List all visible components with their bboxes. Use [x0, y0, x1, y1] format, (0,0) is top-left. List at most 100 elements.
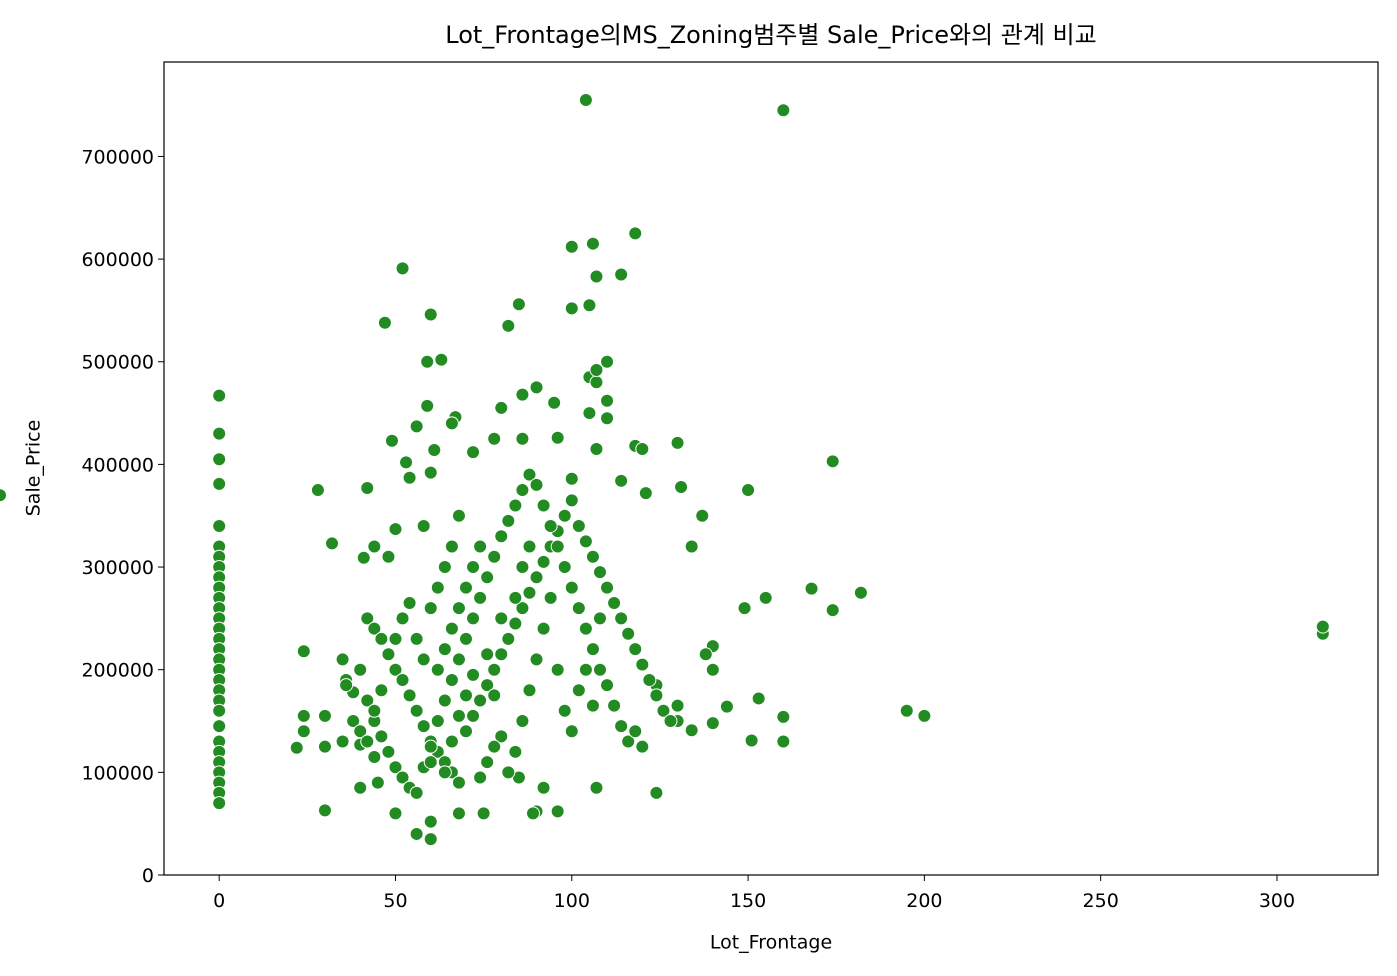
point [402, 470, 417, 485]
point [416, 518, 431, 533]
point [409, 826, 424, 841]
point [550, 804, 565, 819]
point [515, 431, 530, 446]
point [825, 603, 840, 618]
point [543, 590, 558, 605]
x-tick-label: 150 [730, 890, 766, 912]
point [444, 539, 459, 554]
x-tick-label: 100 [554, 890, 590, 912]
point [522, 683, 537, 698]
point [296, 724, 311, 739]
point [367, 539, 382, 554]
x-tick-label: 0 [213, 890, 225, 912]
point [444, 621, 459, 636]
point [614, 719, 629, 734]
point [501, 631, 516, 646]
point [480, 678, 495, 693]
y-tick-label: 200000 [81, 660, 154, 682]
point [430, 580, 445, 595]
y-tick-label: 600000 [81, 249, 154, 271]
point [600, 393, 615, 408]
points [0, 92, 1330, 847]
point [589, 375, 604, 390]
point [430, 662, 445, 677]
chart-title: Lot_Frontage의MS_Zoning범주별 Sale_Price와의 관… [445, 21, 1096, 49]
point [353, 662, 368, 677]
point [451, 806, 466, 821]
point [451, 508, 466, 523]
point [212, 719, 227, 734]
point [409, 631, 424, 646]
point [776, 103, 791, 118]
point [423, 739, 438, 754]
point [423, 755, 438, 770]
point [585, 698, 600, 713]
point [212, 796, 227, 811]
point [444, 734, 459, 749]
point [705, 662, 720, 677]
point [628, 724, 643, 739]
point [508, 498, 523, 513]
point [511, 297, 526, 312]
point [409, 785, 424, 800]
point [473, 693, 488, 708]
point [212, 703, 227, 718]
point [529, 380, 544, 395]
point [437, 765, 452, 780]
point [525, 806, 540, 821]
point [476, 806, 491, 821]
point [564, 580, 579, 595]
point [0, 488, 7, 503]
point [585, 549, 600, 564]
point [339, 678, 354, 693]
point [536, 498, 551, 513]
point [487, 549, 502, 564]
point [628, 226, 643, 241]
point [459, 631, 474, 646]
point [451, 601, 466, 616]
point [550, 662, 565, 677]
point [444, 672, 459, 687]
point [335, 652, 350, 667]
point [494, 729, 509, 744]
point [374, 683, 389, 698]
point [451, 775, 466, 790]
y-tick-label: 100000 [81, 762, 154, 784]
point [381, 744, 396, 759]
point [853, 585, 868, 600]
point [719, 699, 734, 714]
point [600, 580, 615, 595]
point [649, 785, 664, 800]
point [451, 652, 466, 667]
point [592, 611, 607, 626]
point [466, 445, 481, 460]
point [515, 560, 530, 575]
point [487, 662, 502, 677]
point [536, 621, 551, 636]
point [600, 411, 615, 426]
point [529, 477, 544, 492]
point [571, 683, 586, 698]
point [473, 770, 488, 785]
point [381, 549, 396, 564]
point [585, 642, 600, 657]
y-axis-label: Sale_Price [23, 420, 45, 517]
point [621, 734, 636, 749]
point [600, 354, 615, 369]
point [547, 395, 562, 410]
point [564, 471, 579, 486]
point [578, 92, 593, 107]
plot-frame [163, 61, 1379, 876]
point [501, 513, 516, 528]
point [656, 703, 671, 718]
point [434, 352, 449, 367]
x-tick-label: 50 [383, 890, 407, 912]
point [374, 729, 389, 744]
point [501, 318, 516, 333]
point [466, 708, 481, 723]
point [360, 693, 375, 708]
point [317, 739, 332, 754]
point [536, 780, 551, 795]
point [289, 740, 304, 755]
point [395, 770, 410, 785]
